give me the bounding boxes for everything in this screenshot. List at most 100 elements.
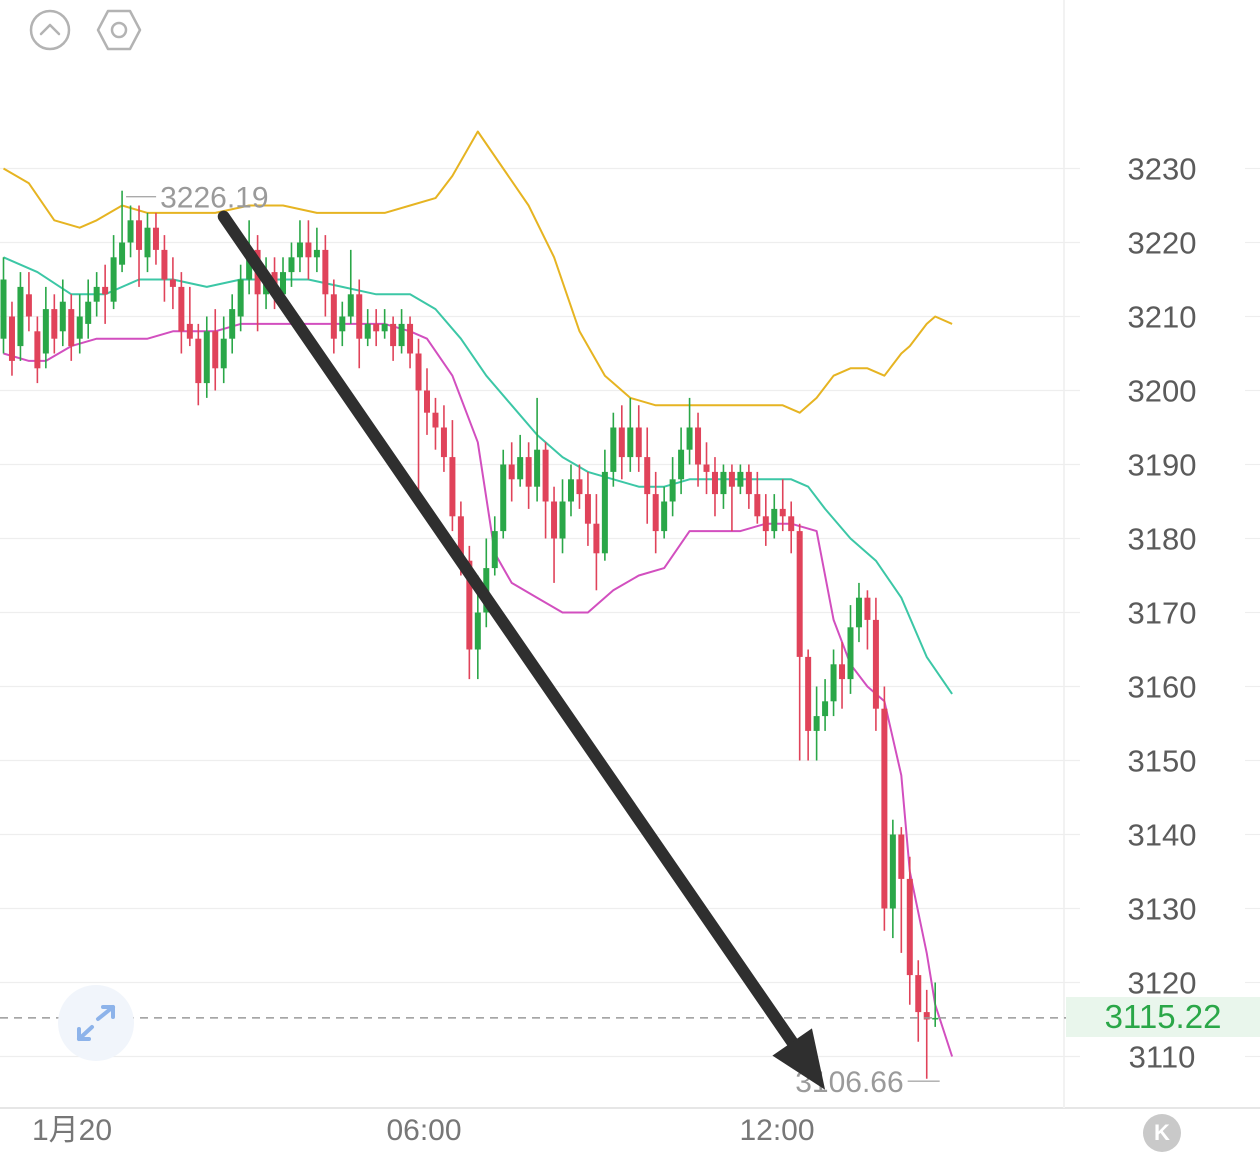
candle [898, 827, 905, 953]
grid-lines [0, 167, 1260, 1058]
candle [85, 279, 92, 339]
candle [601, 449, 608, 561]
candle-body [703, 464, 710, 472]
candle [915, 960, 922, 1042]
candle [576, 464, 583, 509]
candle [102, 264, 109, 324]
candle [695, 412, 702, 487]
candle [161, 235, 168, 302]
candle-body [364, 323, 371, 339]
candle [796, 523, 803, 761]
candle [830, 649, 837, 717]
candle [517, 434, 524, 487]
candle-body [415, 353, 422, 391]
candle [407, 316, 414, 369]
y-tick-label: 3140 [1128, 818, 1197, 853]
candle-body [466, 560, 473, 650]
candle-body [42, 309, 49, 354]
candle [567, 464, 574, 517]
candle-body [127, 220, 134, 243]
candle-body [449, 457, 456, 517]
candle [356, 279, 363, 369]
candle-body [17, 286, 24, 347]
candle [398, 309, 405, 354]
candles [0, 190, 939, 1079]
candle-body [601, 471, 608, 554]
candle [68, 294, 75, 361]
candle [491, 516, 498, 576]
collapse-button[interactable] [28, 8, 71, 51]
y-tick-label: 3120 [1128, 966, 1197, 1001]
candle-body [669, 479, 676, 502]
candle [330, 279, 337, 354]
candle-body [855, 597, 862, 628]
candle-body [932, 1017, 939, 1020]
candle-body [610, 427, 617, 472]
y-tick-label: 3150 [1128, 744, 1197, 779]
hexagon-settings-icon [96, 9, 142, 51]
candle-body [508, 464, 515, 480]
candle-body [618, 427, 625, 458]
candle-body [68, 309, 75, 347]
candle [703, 442, 710, 495]
candle-body [288, 257, 295, 273]
candle-body [652, 494, 659, 532]
y-tick-label: 3200 [1128, 374, 1197, 409]
high-label: 3226.19 [160, 182, 268, 215]
candle-body [186, 323, 193, 339]
candle-body [771, 508, 778, 532]
candle [76, 294, 83, 354]
kline-badge[interactable]: K [1143, 1114, 1181, 1152]
candle-body [779, 508, 786, 517]
candle [110, 235, 117, 310]
candle [212, 309, 219, 391]
candle-body [76, 316, 83, 339]
settings-button[interactable] [96, 8, 142, 51]
candle-body [398, 323, 405, 347]
candle-body [119, 242, 126, 265]
candle-body [440, 427, 447, 458]
candle-body [737, 471, 744, 487]
candle [178, 272, 185, 354]
candle-body [805, 656, 812, 731]
candle [771, 494, 778, 539]
candle-body [872, 619, 879, 709]
candle-body [169, 279, 176, 287]
expand-button[interactable] [58, 985, 134, 1061]
candle-body [8, 316, 15, 361]
candle [872, 597, 879, 731]
candle-body [500, 464, 507, 532]
y-tick-label: 3130 [1128, 892, 1197, 927]
candle [152, 212, 159, 265]
candle-body [339, 316, 346, 332]
candle-body [847, 627, 854, 680]
candle-body [136, 220, 143, 250]
candle-body [296, 242, 303, 258]
candle-body [144, 227, 151, 258]
candle-body [754, 494, 761, 517]
bollinger-upper-line [2, 130, 953, 414]
candle [745, 464, 752, 509]
y-tick-label: 3190 [1128, 448, 1197, 483]
candle [229, 294, 236, 354]
candle-body [576, 479, 583, 495]
candle [305, 220, 312, 280]
candle [119, 190, 126, 273]
candle [678, 427, 685, 495]
candle [195, 323, 202, 406]
current-price-tag: 3115.22 [1066, 997, 1260, 1037]
candle-body [34, 331, 41, 369]
candle [534, 397, 541, 502]
candle [17, 272, 24, 361]
candle-body [347, 294, 354, 317]
expand-arrows-icon [77, 1005, 115, 1041]
candle [127, 205, 134, 258]
candle [390, 316, 397, 361]
candle [381, 309, 388, 339]
candle-body [373, 323, 380, 332]
candle-body [711, 471, 718, 495]
candle-body [432, 412, 439, 428]
candle-body [152, 227, 159, 250]
candle-body [51, 309, 58, 339]
